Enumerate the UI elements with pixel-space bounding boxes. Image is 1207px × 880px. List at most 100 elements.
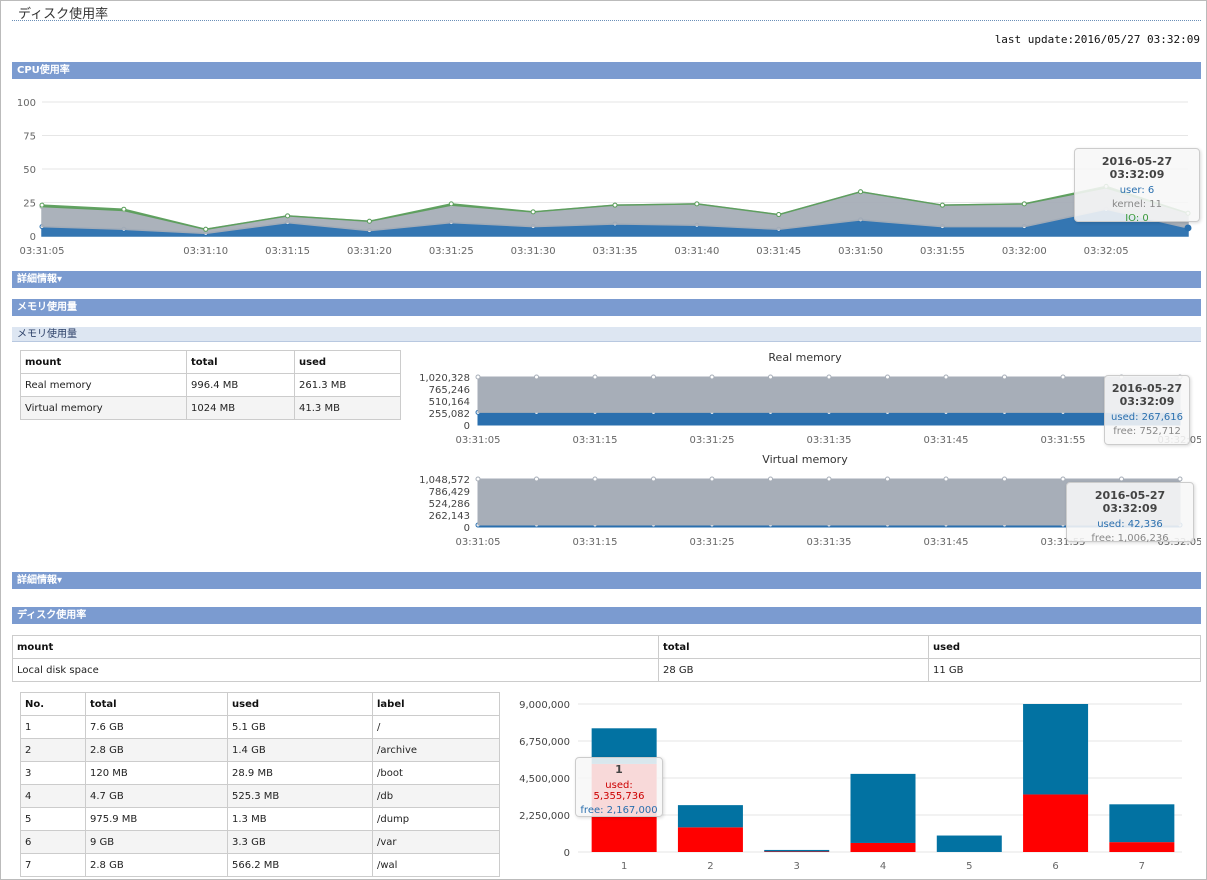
table-row: 4 4.7 GB 525.3 MB/db <box>20 784 500 808</box>
x-tick-label: 03:31:15 <box>265 246 310 257</box>
point-free <box>1002 374 1007 380</box>
cell: 4 <box>20 784 86 808</box>
memory-table: mount total used Real memory 996.4 MB 26… <box>20 350 401 420</box>
point-IO <box>203 226 209 232</box>
x-tick-label: 6 <box>1052 861 1058 872</box>
x-tick-label: 03:31:25 <box>690 435 735 446</box>
cpu-tooltip-title: 2016-05-27 03:32:09 <box>1101 155 1173 181</box>
cpu-details-toggle[interactable]: 詳細情報▾ <box>12 271 1201 288</box>
cell: 4.7 GB <box>85 784 228 808</box>
x-tick-label: 2 <box>707 861 713 872</box>
cell: 6 <box>20 830 86 854</box>
memory-details-toggle[interactable]: 詳細情報▾ <box>12 572 1201 589</box>
title-divider <box>12 20 1201 21</box>
y-tick-label: 255,082 <box>429 409 470 420</box>
x-tick-label: 03:31:15 <box>573 435 618 446</box>
point-IO <box>1021 201 1027 207</box>
bar-used <box>850 842 916 852</box>
disk-partitions-table: No. total used label 1 7.6 GB 5.1 GB/2 2.8 … <box>20 692 500 877</box>
bar-used <box>1109 842 1175 852</box>
bar-free <box>764 849 830 852</box>
cell: 3 <box>20 761 86 785</box>
x-tick-label: 03:31:05 <box>456 435 501 446</box>
table-row: 2 2.8 GB 1.4 GB/archive <box>20 738 500 762</box>
x-tick-label: 03:31:05 <box>20 246 65 257</box>
x-tick-label: 03:31:45 <box>924 537 969 548</box>
x-tick-label: 03:31:55 <box>1041 537 1086 548</box>
col-header: total <box>85 692 228 716</box>
x-tick-label: 03:31:40 <box>674 246 719 257</box>
y-tick-label: 6,750,000 <box>519 737 570 748</box>
col-header: No. <box>20 692 86 716</box>
cpu-tooltip-user: user: 6 <box>1119 185 1155 196</box>
x-tick-label: 3 <box>794 861 800 872</box>
cell: / <box>372 715 500 739</box>
disk-summary-table: mount total used Local disk space 28 GB … <box>12 635 1201 682</box>
x-tick-label: 03:31:50 <box>838 246 883 257</box>
x-tick-label: 03:31:30 <box>511 246 556 257</box>
point-IO <box>121 206 127 212</box>
cell: 11 GB <box>928 658 1201 682</box>
x-tick-label: 03:31:15 <box>573 537 618 548</box>
bar-free <box>1023 704 1089 795</box>
point-free <box>651 374 656 380</box>
virtual-tooltip-used: used: 42,336 <box>1097 519 1163 530</box>
table-row: 3 120 MB 28.9 MB/boot <box>20 761 500 785</box>
cell: 41.3 MB <box>294 396 401 420</box>
chart-title: Real memory <box>768 351 842 364</box>
y-tick-label: 0 <box>564 848 570 859</box>
x-tick-label: 03:31:20 <box>347 246 392 257</box>
y-tick-label: 2,250,000 <box>519 811 570 822</box>
x-tick-label: 03:31:25 <box>429 246 474 257</box>
bar-free <box>1109 804 1175 843</box>
table-row: 5 975.9 MB 1.3 MB/dump <box>20 807 500 831</box>
memory-section-header: メモリ使用量 <box>12 299 1201 316</box>
y-tick-label: 75 <box>23 132 36 143</box>
point-free <box>592 476 598 482</box>
memory-subheader: メモリ使用量 <box>12 327 1201 342</box>
y-tick-label: 25 <box>23 199 36 210</box>
point-free <box>943 476 949 482</box>
point-free <box>885 374 890 380</box>
x-tick-label: 03:31:35 <box>807 435 852 446</box>
point-free <box>943 374 949 380</box>
col-header: total <box>186 350 295 374</box>
col-header: used <box>227 692 373 716</box>
point-free <box>768 476 773 482</box>
bar-used <box>1023 794 1089 852</box>
x-tick-label: 03:32:00 <box>1002 246 1047 257</box>
cell: 2 <box>20 738 86 762</box>
y-tick-label: 0 <box>30 232 36 243</box>
cell: 1024 MB <box>186 396 295 420</box>
virtual-tooltip-title: 2016-05-27 03:32:09 <box>1094 489 1166 515</box>
point-free <box>709 476 715 482</box>
page-title: ディスク使用率 <box>18 7 109 22</box>
cell: 28.9 MB <box>227 761 373 785</box>
table-row: Virtual memory 1024 MB 41.3 MB <box>20 396 401 420</box>
active-point <box>1184 224 1192 232</box>
x-tick-label: 03:32:05 <box>1158 537 1201 548</box>
cell: 5 <box>20 807 86 831</box>
y-tick-label: 4,500,000 <box>519 774 570 785</box>
disk-section-header: ディスク使用率 <box>12 607 1201 624</box>
cell: 120 MB <box>85 761 228 785</box>
x-tick-label: 7 <box>1139 861 1145 872</box>
cell: 1.3 MB <box>227 807 373 831</box>
x-tick-label: 03:31:45 <box>756 246 801 257</box>
col-header: mount <box>12 635 659 659</box>
cell: 7.6 GB <box>85 715 228 739</box>
point-free <box>826 374 832 380</box>
point-free <box>534 374 539 380</box>
cell: 28 GB <box>658 658 929 682</box>
cell: /boot <box>372 761 500 785</box>
cell: 1.4 GB <box>227 738 373 762</box>
bar-free <box>677 805 743 828</box>
point-free <box>475 374 481 380</box>
y-tick-label: 524,286 <box>429 499 470 510</box>
point-free <box>1002 476 1007 482</box>
cell: /db <box>372 784 500 808</box>
y-tick-label: 50 <box>23 165 36 176</box>
real-memory-chart: Real memory 1,020,328765,246510,164255,08… <box>419 351 1201 446</box>
point-free <box>1060 476 1066 482</box>
cpu-usage-chart: 100 75 50 25 0 03:31:05 03:31:10 03:31:15 03:31:… <box>17 98 1192 257</box>
